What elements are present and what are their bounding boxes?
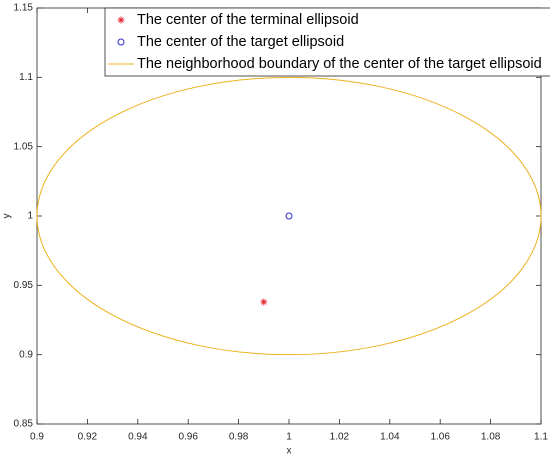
legend-label: The center of the terminal ellipsoid	[137, 12, 359, 28]
x-axis-label: x	[287, 446, 292, 457]
x-tick-label: 1.06	[430, 432, 450, 443]
x-tick-label: 0.92	[78, 432, 98, 443]
x-tick-label: 1.02	[330, 432, 350, 443]
legend-label: The neighborhood boundary of the center …	[137, 56, 542, 72]
x-tick-label: 1	[286, 432, 292, 443]
y-tick-label: 0.9	[19, 349, 33, 360]
y-tick-label: 0.85	[14, 419, 34, 430]
y-tick-label: 1.05	[14, 141, 34, 152]
boundary-ellipse	[36, 76, 542, 356]
y-tick-label: 0.95	[14, 280, 34, 291]
star-stroke	[118, 17, 124, 23]
legend-box	[104, 7, 550, 77]
y-axis-label: y	[2, 214, 13, 219]
y-tick-label: 1.15	[14, 3, 34, 14]
x-tick-label: 0.96	[178, 432, 198, 443]
x-tick-label: 0.9	[30, 432, 44, 443]
x-tick-label: 0.94	[128, 432, 148, 443]
circle-marker	[285, 212, 293, 220]
y-tick-label: 1.1	[19, 72, 33, 83]
star-marker	[117, 16, 125, 24]
star-marker	[260, 298, 268, 306]
y-tick-label: 1	[27, 211, 33, 222]
x-tick-label: 1.08	[481, 432, 501, 443]
x-tick-label: 1.04	[380, 432, 400, 443]
legend: The center of the terminal ellipsoid The …	[104, 7, 550, 77]
x-tick-label: 1.1	[534, 432, 548, 443]
legend-label: The center of the target ellipsoid	[137, 34, 344, 50]
star-stroke	[261, 299, 267, 305]
legend-marker	[117, 38, 125, 46]
x-tick-label: 0.98	[229, 432, 249, 443]
